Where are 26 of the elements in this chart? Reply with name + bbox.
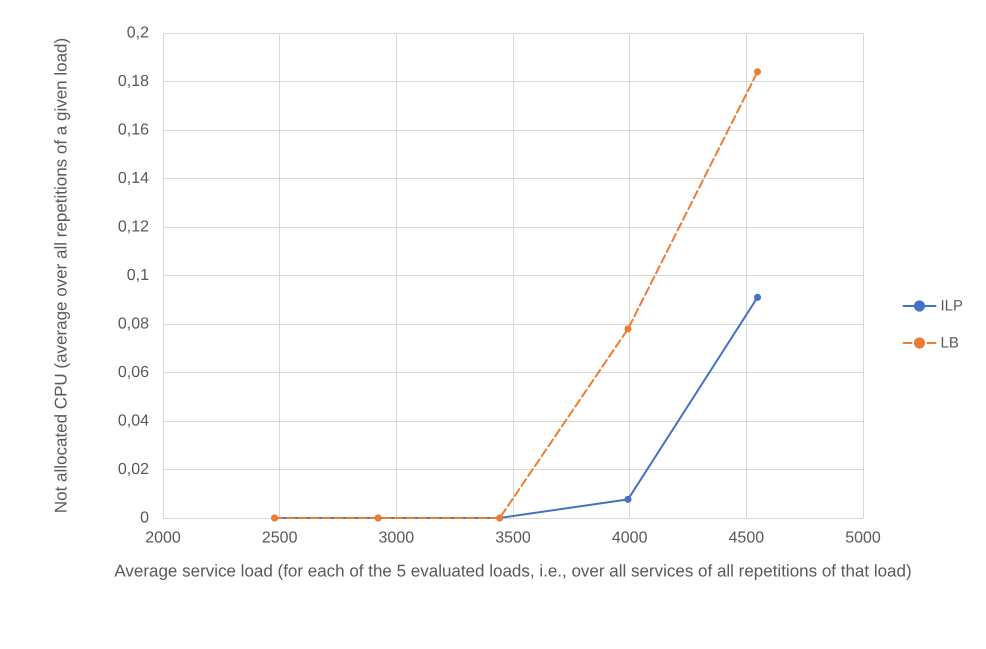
point — [624, 325, 632, 332]
y-tick-label: 0,08 — [118, 316, 150, 332]
y-tick-label: 0,18 — [118, 73, 150, 90]
legend-label: ILP — [940, 298, 963, 314]
x-tick-label: 2000 — [145, 530, 181, 546]
x-tick-label: 5000 — [845, 530, 881, 546]
y-tick-label: 0,04 — [118, 412, 150, 430]
y-tick-label: 0,1 — [126, 267, 150, 284]
x-tick-label: 4000 — [612, 530, 648, 546]
y-tick-label: 0,16 — [118, 122, 150, 138]
y-tick-label: 0,2 — [126, 24, 150, 42]
y-axis-title: Not allocated CPU (average over all repetitions of a given load) — [52, 38, 70, 514]
y-tick-label: 0,02 — [118, 461, 150, 478]
y-tick-label: 0,14 — [118, 170, 150, 187]
x-tick-label: 3000 — [378, 530, 414, 546]
legend-label: LB — [940, 334, 959, 352]
point — [754, 68, 762, 76]
x-axis-title: Average service load (for each of the 5 evaluated loads, i.e., over all services of all repetitions of that load) — [114, 562, 912, 580]
point — [754, 294, 762, 301]
y-tick-label: 0 — [140, 510, 150, 526]
x-tick-label: 2500 — [262, 530, 298, 546]
point — [624, 496, 632, 503]
y-tick-label: 0,12 — [118, 218, 150, 236]
x-tick-label: 4500 — [728, 530, 764, 546]
x-tick-label: 3500 — [495, 530, 531, 546]
y-tick-label: 0,06 — [118, 364, 150, 381]
